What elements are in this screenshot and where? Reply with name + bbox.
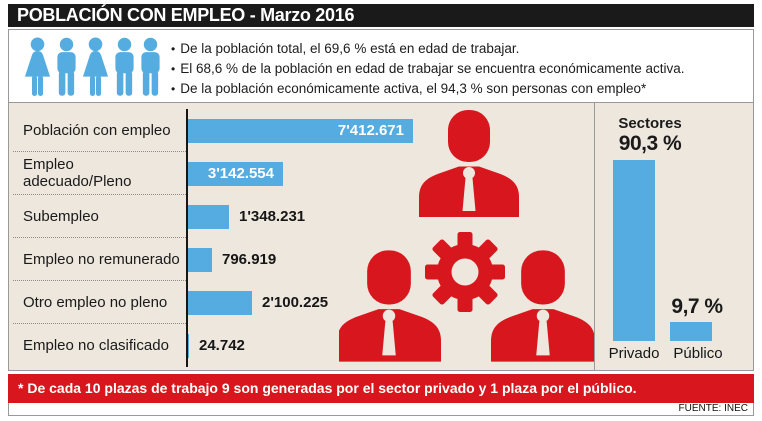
chart-row: Población con empleo 7'412.671: [13, 109, 595, 152]
footnote-bar: * De cada 10 plazas de trabajo 9 son gen…: [8, 374, 754, 403]
woman-icon: [81, 37, 110, 97]
bullet-icon: •: [171, 62, 176, 76]
value-bar: 3'142.554: [188, 161, 283, 186]
worker-icon: [491, 250, 595, 362]
value-label: 1'348.231: [239, 208, 306, 225]
bullet-text: De la población económicamente activa, e…: [180, 81, 647, 96]
value-label: 796.919: [222, 251, 277, 268]
bullet-text: De la población total, el 69,6 % está en…: [180, 41, 520, 56]
value-bar: [188, 290, 252, 315]
source-label: FUENTE: INEC: [8, 403, 754, 416]
bullet-item: • De la población económicamente activa, …: [171, 79, 685, 99]
man-icon: [139, 37, 162, 97]
value-label: 7'412.671: [337, 122, 404, 139]
value-label: 3'142.554: [207, 165, 274, 182]
chart-row: Empleo adecuado/Pleno 3'142.554: [13, 152, 595, 195]
bar-track: 2'100.225: [186, 281, 595, 324]
bullet-item: • De la población total, el 69,6 % está e…: [171, 39, 685, 59]
population-icons: [23, 37, 162, 97]
chart-row: Subempleo 1'348.231: [13, 195, 595, 238]
man-icon: [55, 37, 78, 97]
category-label: Empleo adecuado/Pleno: [13, 152, 186, 195]
bullet-item: • El 68,6 % de la población en edad de tr…: [171, 59, 685, 79]
value-label: 2'100.225: [262, 294, 329, 311]
value-bar: [188, 333, 189, 358]
value-bar: [188, 204, 229, 229]
category-label: Empleo no remunerado: [13, 238, 186, 281]
publico-bar: [670, 322, 712, 341]
bullet-icon: •: [171, 42, 176, 56]
bar-track: 24.742: [186, 324, 595, 367]
chart-row: Otro empleo no pleno 2'100.225: [13, 281, 595, 324]
bar-track: 3'142.554: [186, 152, 595, 195]
workers-gear-graphic: [339, 110, 595, 362]
bar-track: 796.919: [186, 238, 595, 281]
value-label: 24.742: [199, 337, 245, 354]
sectors-title: Sectores: [618, 115, 682, 132]
chart-panel: Población con empleo 7'412.671 Empleo adec…: [8, 103, 754, 371]
intro-box: • De la población total, el 69,6 % está e…: [8, 29, 754, 103]
man-icon: [113, 37, 136, 97]
bullet-text: El 68,6 % de la población en edad de tra…: [180, 61, 685, 76]
publico-value: 9,7 %: [671, 295, 723, 318]
value-bar: 7'412.671: [188, 118, 413, 143]
worker-icon: [419, 110, 519, 217]
gear-icon: [425, 232, 505, 312]
category-label: Otro empleo no pleno: [13, 281, 186, 324]
employment-chart-rows: Población con empleo 7'412.671 Empleo adec…: [13, 109, 595, 367]
privado-value: 90,3 %: [618, 132, 682, 155]
intro-bullets: • De la población total, el 69,6 % está e…: [171, 39, 685, 99]
privado-bar: [613, 160, 655, 341]
chart-row: Empleo no remunerado 796.919: [13, 238, 595, 281]
category-label: Empleo no clasificado: [23, 337, 169, 354]
bullet-icon: •: [171, 82, 176, 96]
category-label: Subempleo: [13, 195, 186, 238]
sectors-divider: [594, 103, 595, 370]
chart-row: Empleo no clasificado 24.742: [13, 324, 595, 367]
value-bar: [188, 247, 212, 272]
bar-track: 1'348.231: [186, 195, 595, 238]
bar-track: 7'412.671: [186, 109, 595, 152]
category-label: Población con empleo: [13, 109, 186, 152]
page-title: POBLACIÓN CON EMPLEO - Marzo 2016: [8, 4, 754, 27]
privado-label: Privado: [608, 345, 660, 362]
woman-icon: [23, 37, 52, 97]
publico-label: Público: [673, 345, 723, 362]
